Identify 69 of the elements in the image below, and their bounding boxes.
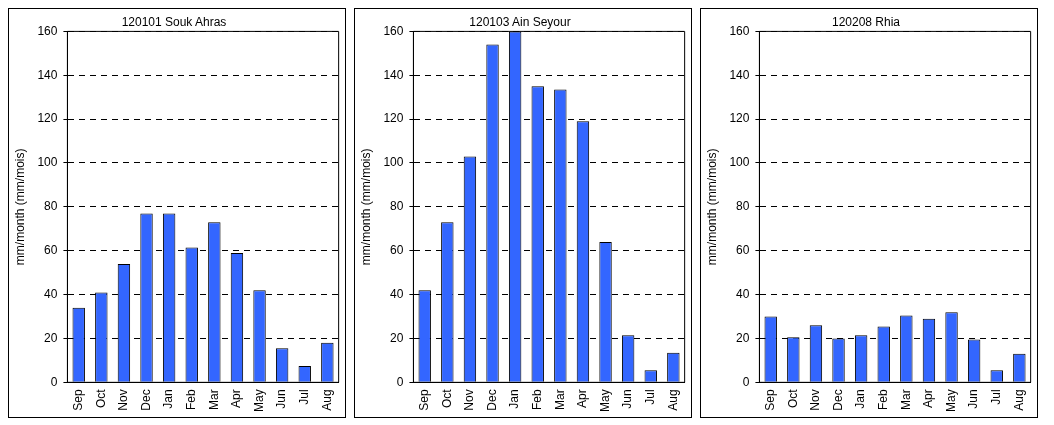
- chart-title: 120101 Souk Ahras: [121, 14, 227, 29]
- y-tick-label: 160: [729, 23, 750, 38]
- x-tick-label: Sep: [71, 389, 86, 411]
- x-tick-label: Apr: [575, 389, 590, 409]
- x-tick-label: Nov: [116, 389, 131, 411]
- x-tick-label: Aug: [665, 389, 680, 411]
- x-tick-label: Jul: [989, 389, 1004, 405]
- y-tick-label: 60: [736, 243, 750, 258]
- x-tick-label: Mar: [552, 389, 567, 410]
- y-tick-label: 40: [44, 286, 58, 301]
- y-tick-label: 140: [729, 67, 750, 82]
- x-tick-label: Jan: [161, 389, 176, 409]
- y-tick-label: 100: [37, 155, 58, 170]
- x-tick-label: Dec: [138, 389, 153, 411]
- x-tick-label: May: [597, 389, 612, 412]
- y-tick-label: 160: [37, 23, 58, 38]
- x-tick-label: Nov: [808, 389, 823, 411]
- x-tick-label: Jul: [297, 389, 312, 405]
- y-tick-label: 80: [390, 199, 404, 214]
- x-tick-label: Sep: [417, 389, 432, 411]
- x-tick-label: Aug: [1011, 389, 1026, 411]
- x-tick-label: Jun: [620, 389, 635, 409]
- x-tick-label: Nov: [462, 389, 477, 411]
- y-tick-label: 100: [729, 155, 750, 170]
- y-tick-label: 0: [396, 374, 404, 389]
- x-tick-label: Aug: [319, 389, 334, 411]
- y-tick-label: 120: [729, 111, 750, 126]
- y-tick-label: 100: [383, 155, 404, 170]
- x-tick-label: Oct: [785, 388, 800, 408]
- x-tick-label: May: [251, 389, 266, 412]
- y-tick-label: 140: [37, 67, 58, 82]
- chart-title: 120103 Ain Seyour: [469, 14, 571, 29]
- y-tick-label: 0: [50, 374, 58, 389]
- x-tick-label: Sep: [763, 389, 778, 411]
- x-tick-label: Jan: [507, 389, 522, 409]
- x-tick-label: Mar: [898, 389, 913, 410]
- y-tick-label: 20: [44, 330, 58, 345]
- y-tick-label: 160: [383, 23, 404, 38]
- y-tick-label: 40: [736, 286, 750, 301]
- y-tick-label: 120: [37, 111, 58, 126]
- x-tick-label: Feb: [876, 389, 891, 411]
- x-tick-label: Oct: [439, 388, 454, 408]
- chart-title: 120208 Rhia: [831, 14, 901, 29]
- y-tick-label: 80: [44, 199, 58, 214]
- y-tick-label: 20: [390, 330, 404, 345]
- x-tick-label: Dec: [830, 389, 845, 411]
- x-tick-label: Feb: [184, 389, 199, 411]
- x-tick-label: May: [943, 389, 958, 412]
- x-tick-label: Feb: [530, 389, 545, 411]
- y-tick-label: 140: [383, 67, 404, 82]
- y-tick-label: 60: [390, 243, 404, 258]
- x-tick-label: Apr: [229, 389, 244, 409]
- y-tick-label: 60: [44, 243, 58, 258]
- y-axis-title: mm/month (mm/mois): [704, 148, 719, 266]
- x-tick-label: Dec: [484, 389, 499, 411]
- y-tick-label: 80: [736, 199, 750, 214]
- x-tick-label: Apr: [921, 389, 936, 409]
- x-tick-label: Jun: [274, 389, 289, 409]
- y-tick-label: 20: [736, 330, 750, 345]
- y-tick-label: 0: [742, 374, 750, 389]
- y-axis-title: mm/month (mm/mois): [12, 148, 27, 266]
- x-tick-label: Jul: [643, 389, 658, 405]
- x-tick-label: Mar: [206, 389, 221, 410]
- y-tick-label: 40: [390, 286, 404, 301]
- y-axis-title: mm/month (mm/mois): [358, 148, 373, 266]
- x-tick-label: Jan: [853, 389, 868, 409]
- x-tick-label: Oct: [93, 388, 108, 408]
- y-tick-label: 120: [383, 111, 404, 126]
- x-tick-label: Jun: [966, 389, 981, 409]
